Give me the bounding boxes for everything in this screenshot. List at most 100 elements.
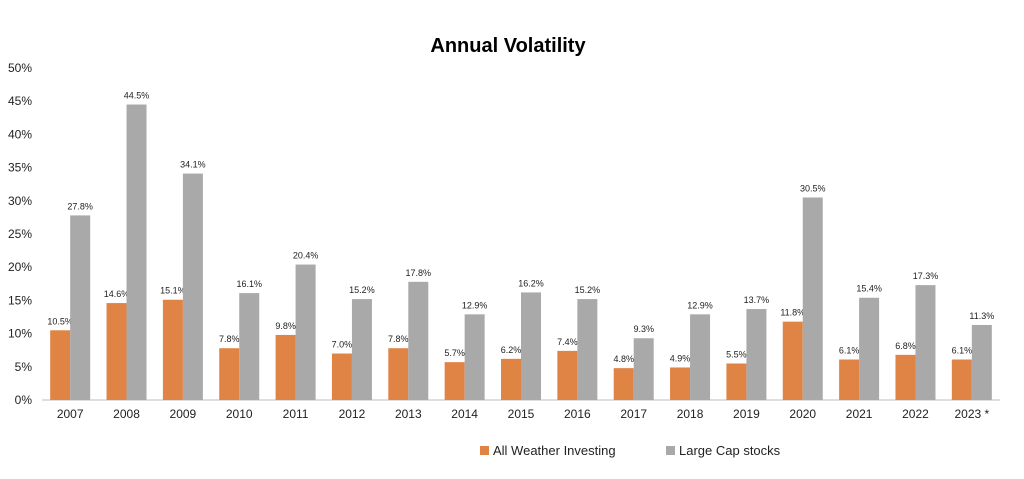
data-label: 10.5% <box>47 316 73 326</box>
y-tick-label: 50% <box>8 61 32 75</box>
bar-large-cap <box>971 324 992 400</box>
data-label: 20.4% <box>293 251 319 261</box>
data-label: 34.1% <box>180 160 206 170</box>
bar-all-weather <box>501 358 521 400</box>
bar-large-cap <box>182 173 203 400</box>
y-tick-label: 35% <box>8 161 32 175</box>
bar-large-cap <box>351 299 372 400</box>
legend-label: Large Cap stocks <box>679 443 781 458</box>
data-label: 7.0% <box>332 340 353 350</box>
y-tick-label: 15% <box>8 293 32 307</box>
data-label: 15.1% <box>160 286 186 296</box>
y-tick-label: 0% <box>15 393 33 407</box>
y-tick-label: 20% <box>8 260 32 274</box>
x-tick-label: 2021 <box>846 407 873 421</box>
x-tick-label: 2015 <box>508 407 535 421</box>
bar-large-cap <box>239 293 260 400</box>
x-tick-label: 2014 <box>451 407 478 421</box>
x-tick-label: 2022 <box>902 407 929 421</box>
x-tick-label: 2018 <box>677 407 704 421</box>
bar-large-cap <box>126 104 147 401</box>
bar-all-weather <box>106 303 127 400</box>
x-tick-label: 2013 <box>395 407 422 421</box>
bar-all-weather <box>275 334 296 400</box>
bar-large-cap <box>521 292 541 400</box>
x-tick-label: 2007 <box>57 407 84 421</box>
data-label: 30.5% <box>800 183 826 193</box>
y-tick-label: 25% <box>8 227 32 241</box>
bar-large-cap <box>295 264 316 400</box>
bar-all-weather <box>162 299 183 400</box>
data-label: 6.1% <box>839 345 860 355</box>
data-label: 12.9% <box>462 300 488 310</box>
bar-all-weather <box>557 350 578 400</box>
x-tick-label: 2011 <box>283 407 309 421</box>
data-label: 12.9% <box>687 300 713 310</box>
data-label: 5.7% <box>444 348 465 358</box>
bar-all-weather <box>50 330 71 400</box>
bar-all-weather <box>726 363 747 400</box>
bar-large-cap <box>802 197 823 400</box>
bar-large-cap <box>70 215 91 400</box>
bar-large-cap <box>408 281 429 400</box>
data-label: 4.8% <box>613 354 634 364</box>
bar-all-weather <box>613 368 634 400</box>
bar-all-weather <box>670 367 691 400</box>
bar-all-weather <box>951 359 972 400</box>
legend: All Weather Investing Large Cap stocks <box>480 443 781 458</box>
data-label: 44.5% <box>124 91 150 101</box>
bar-all-weather <box>388 348 409 400</box>
data-label: 7.4% <box>557 337 578 347</box>
data-label: 17.8% <box>406 268 432 278</box>
data-label: 11.3% <box>969 311 994 321</box>
bar-large-cap <box>690 314 711 400</box>
bar-all-weather <box>219 348 240 400</box>
axes: 0% 5% 10% 15% 20% 25% 30% 35% 40% 45% 50% 2007 2008 2… <box>8 61 1000 421</box>
x-tick-label: 2023 * <box>954 407 989 421</box>
bar-all-weather <box>331 353 352 400</box>
bar-large-cap <box>577 299 598 400</box>
legend-swatch <box>666 446 675 455</box>
data-label: 16.2% <box>518 278 544 288</box>
x-tick-label: 2019 <box>733 407 760 421</box>
bars: 10.5% 27.8% 14.6% 44.5% 15.1% 34.1% 7.8% 16.1% 9… <box>47 91 994 401</box>
data-label: 9.8% <box>275 321 296 331</box>
data-label: 17.3% <box>913 271 939 281</box>
data-label: 15.4% <box>856 284 882 294</box>
data-label: 4.9% <box>670 353 691 363</box>
x-tick-label: 2017 <box>620 407 647 421</box>
y-tick-label: 30% <box>8 194 32 208</box>
bar-all-weather <box>839 359 860 400</box>
data-label: 9.3% <box>633 324 654 334</box>
data-label: 6.2% <box>501 345 522 355</box>
data-label: 5.5% <box>726 349 747 359</box>
data-label: 15.2% <box>349 285 375 295</box>
bar-large-cap <box>859 297 880 400</box>
x-tick-label: 2016 <box>564 407 591 421</box>
x-tick-label: 2009 <box>170 407 197 421</box>
y-tick-label: 45% <box>8 94 32 108</box>
bar-all-weather <box>895 354 916 400</box>
data-label: 6.1% <box>952 345 973 355</box>
y-tick-label: 10% <box>8 327 32 341</box>
x-tick-label: 2010 <box>226 407 253 421</box>
x-tick-label: 2020 <box>789 407 816 421</box>
legend-label: All Weather Investing <box>493 443 616 458</box>
bar-large-cap <box>464 314 485 400</box>
data-label: 13.7% <box>744 295 770 305</box>
data-label: 15.2% <box>575 285 601 295</box>
bar-all-weather <box>444 362 465 400</box>
data-label: 6.8% <box>895 341 916 351</box>
data-label: 11.8% <box>780 308 805 318</box>
data-label: 27.8% <box>67 201 93 211</box>
x-tick-label: 2008 <box>113 407 140 421</box>
data-label: 7.8% <box>388 334 409 344</box>
y-tick-label: 40% <box>8 127 32 141</box>
chart-title: Annual Volatility <box>430 35 586 57</box>
data-label: 16.1% <box>236 279 262 289</box>
x-tick-label: 2012 <box>339 407 366 421</box>
bar-large-cap <box>915 285 936 400</box>
y-tick-label: 5% <box>15 360 33 374</box>
